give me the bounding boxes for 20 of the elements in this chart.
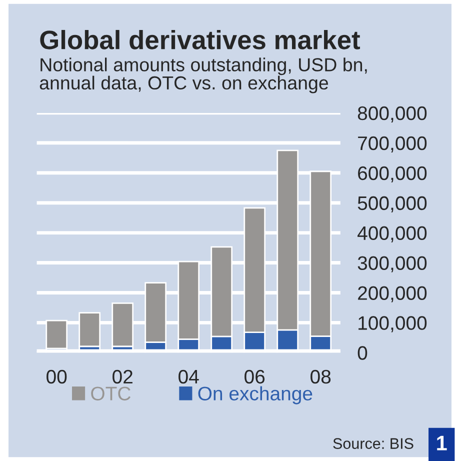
chart-subtitle: Notional amounts outstanding, USD bn, annual data, OTC vs. on exchange [40, 58, 367, 94]
x-tick-label: 04 [178, 370, 199, 384]
y-tick-label: 0 [358, 346, 368, 360]
x-tick-label: 06 [244, 370, 265, 384]
source-note: Source: BIS [333, 438, 414, 449]
y-tick-label: 100,000 [358, 316, 427, 332]
y-tick-label: 400,000 [358, 226, 427, 242]
y-tick-label: 800,000 [358, 106, 427, 122]
y-tick-label: 200,000 [358, 286, 427, 302]
legend-label: OTC [91, 386, 131, 400]
text: 1 [437, 436, 447, 450]
x-tick-label: 00 [46, 370, 67, 384]
chart-title: Global derivatives market [40, 30, 360, 50]
y-tick-label: 700,000 [358, 136, 427, 152]
y-tick-label: 300,000 [358, 256, 427, 272]
legend-label: On exchange [198, 386, 312, 404]
x-tick-label: 02 [112, 370, 132, 384]
y-tick-label: 600,000 [358, 166, 427, 182]
y-tick-label: 500,000 [358, 196, 427, 212]
x-tick-label: 08 [310, 370, 331, 384]
